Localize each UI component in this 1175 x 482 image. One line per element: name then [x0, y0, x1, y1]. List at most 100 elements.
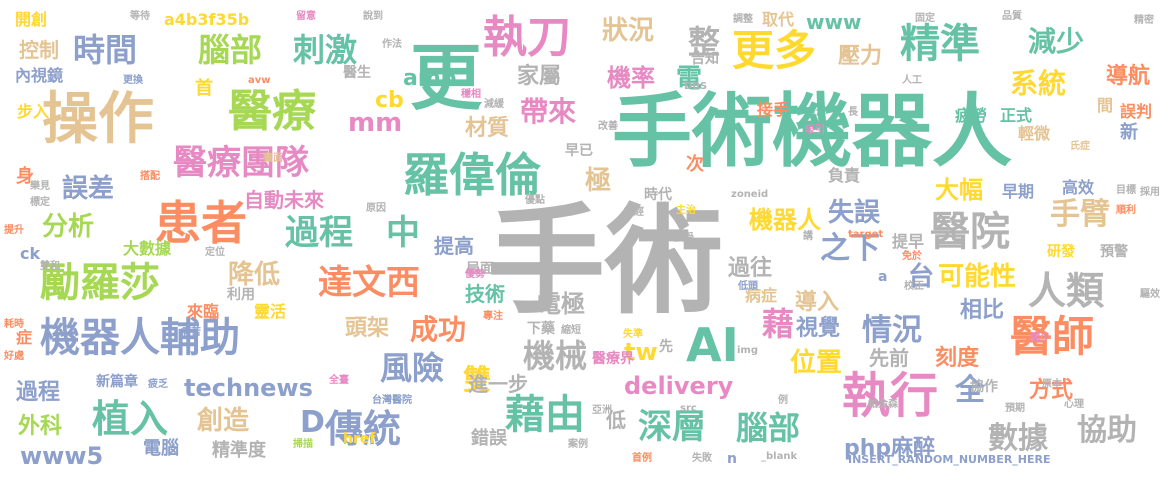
- word: 協助: [1077, 413, 1137, 448]
- word: 大幅: [935, 176, 983, 204]
- word: 原因: [366, 203, 386, 214]
- word: 導航: [1106, 64, 1151, 89]
- word: 機率: [607, 64, 655, 92]
- word: 減少: [1028, 25, 1085, 58]
- word: 利用: [227, 287, 255, 303]
- word: 耗時: [4, 319, 24, 330]
- word: 藉由: [505, 392, 585, 438]
- word: 方式: [1029, 378, 1074, 403]
- word: href: [343, 431, 376, 447]
- word: 醫療團隊: [173, 143, 309, 183]
- word: 家屬: [517, 64, 562, 89]
- word: 接手: [757, 100, 790, 119]
- word: 例: [778, 395, 788, 406]
- word: 長: [848, 107, 858, 118]
- word: 雙: [463, 363, 492, 396]
- word: 樂見: [30, 181, 50, 192]
- word: 先前: [869, 346, 909, 370]
- word: 更: [410, 36, 483, 120]
- word: target: [848, 229, 884, 240]
- word: 電腦: [143, 438, 179, 459]
- word: 靈活: [254, 302, 287, 321]
- word: 作法: [382, 39, 402, 50]
- word: 視覺: [796, 316, 841, 341]
- word: 掃描: [293, 439, 313, 450]
- word: 失敗: [692, 453, 712, 464]
- word: 新: [1120, 122, 1138, 143]
- word: 間: [1097, 96, 1114, 115]
- word: 傳統: [325, 407, 402, 451]
- word: mm: [348, 108, 403, 138]
- word: 數據: [988, 421, 1048, 456]
- word: 更多: [732, 26, 817, 75]
- word: src: [680, 403, 697, 414]
- word: 勵羅莎: [40, 260, 160, 306]
- word: 次: [686, 154, 704, 175]
- word: 亞洲: [592, 405, 612, 416]
- word: 情況: [862, 313, 922, 348]
- word: 留意: [296, 11, 316, 22]
- word: 極: [585, 166, 612, 196]
- word: 台: [908, 262, 935, 292]
- word: 控制: [19, 38, 59, 62]
- word: technews: [184, 374, 313, 402]
- word: 早已: [565, 143, 593, 159]
- word: 機器人: [749, 206, 821, 234]
- word: tw: [624, 338, 658, 366]
- word: 吸引: [805, 125, 825, 136]
- word: 高效: [1062, 178, 1095, 197]
- word: 優點: [525, 195, 545, 206]
- word: 狀況: [602, 16, 655, 46]
- word: 協作: [970, 379, 998, 395]
- word: 分析: [42, 212, 95, 242]
- word: 先: [659, 339, 673, 355]
- word: 患者: [155, 196, 247, 250]
- word: 機器人輔助: [40, 315, 240, 361]
- word: 改善: [598, 121, 618, 132]
- word: 稀少: [1030, 333, 1050, 344]
- word: 位置: [790, 348, 843, 378]
- word: 刻度: [935, 346, 980, 371]
- word: 更換: [123, 75, 143, 86]
- word: 失準: [623, 329, 643, 340]
- word: 預警: [1100, 244, 1128, 260]
- word: 步入: [17, 102, 50, 121]
- word: 台灣醫院: [372, 395, 412, 406]
- word: 過程: [285, 213, 353, 253]
- word: 氏症: [1070, 141, 1090, 152]
- word: 神經: [624, 207, 644, 218]
- word: zoneid: [731, 189, 769, 200]
- word: 下藥: [527, 321, 555, 337]
- word: 病症: [745, 286, 778, 305]
- word: 機械: [523, 337, 588, 375]
- word: 腦部: [198, 31, 263, 69]
- word: 導入: [795, 290, 840, 315]
- word: 局面: [466, 261, 494, 277]
- word: 優勢: [465, 269, 485, 280]
- word: 心理: [1064, 399, 1084, 410]
- word: 外科: [18, 414, 63, 439]
- word: 來臨: [187, 302, 220, 321]
- word: 提早: [892, 232, 925, 251]
- word: 全臺: [329, 375, 349, 386]
- word: 早期: [1002, 182, 1035, 201]
- word: 標定: [30, 197, 50, 208]
- word: 精準: [900, 21, 980, 67]
- word: amp: [403, 66, 457, 91]
- word: 固定: [915, 13, 935, 24]
- word: 低頭: [738, 281, 758, 292]
- word: 頭架: [345, 316, 390, 341]
- word: 深層: [638, 407, 706, 447]
- word: cb: [375, 88, 404, 113]
- word: php麻醉: [844, 436, 936, 461]
- word: avw: [248, 75, 271, 86]
- word: 輕微: [1018, 124, 1051, 143]
- word: 雙和: [40, 261, 60, 272]
- word: 植入: [92, 397, 169, 441]
- word: D: [300, 405, 325, 440]
- word: 預期: [1005, 403, 1025, 414]
- word: 首: [195, 78, 213, 99]
- word: 成功: [410, 313, 467, 346]
- word: 正式: [1000, 106, 1033, 125]
- word: 中: [386, 213, 420, 253]
